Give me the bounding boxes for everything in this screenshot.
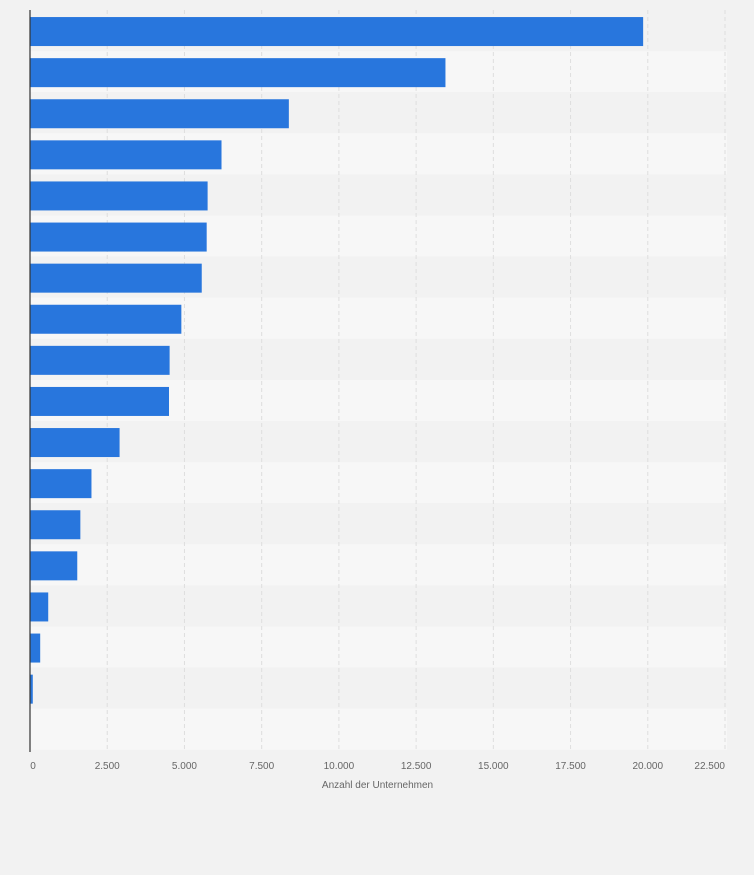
x-tick-label: 2.500 bbox=[95, 761, 120, 772]
bar bbox=[30, 469, 92, 499]
x-tick-label: 20.000 bbox=[632, 761, 663, 772]
bar bbox=[30, 304, 182, 334]
row-band bbox=[30, 462, 727, 504]
bar bbox=[30, 222, 207, 252]
bar bbox=[30, 551, 78, 581]
x-tick-label: 5.000 bbox=[172, 761, 197, 772]
x-tick-label: 15.000 bbox=[478, 761, 509, 772]
bar bbox=[30, 263, 202, 293]
x-tick-label: 10.000 bbox=[324, 761, 355, 772]
x-tick-label: 0 bbox=[30, 761, 36, 772]
x-axis-title: Anzahl der Unternehmen bbox=[322, 780, 433, 791]
bar bbox=[30, 633, 41, 663]
x-tick-label: 7.500 bbox=[249, 761, 274, 772]
row-band bbox=[30, 421, 727, 463]
bar bbox=[30, 58, 446, 88]
bar bbox=[30, 386, 169, 416]
bar bbox=[30, 17, 644, 47]
row-band bbox=[30, 708, 727, 750]
x-tick-label: 17.500 bbox=[555, 761, 586, 772]
x-tick-label: 12.500 bbox=[401, 761, 432, 772]
bar bbox=[30, 140, 222, 170]
bar bbox=[30, 592, 49, 622]
row-band bbox=[30, 544, 727, 586]
bar bbox=[30, 428, 120, 458]
row-band bbox=[30, 503, 727, 545]
bar bbox=[30, 510, 81, 540]
bar bbox=[30, 674, 33, 704]
bar bbox=[30, 181, 208, 211]
row-band bbox=[30, 585, 727, 627]
row-band bbox=[30, 667, 727, 709]
row-band bbox=[30, 626, 727, 668]
x-tick-label: 22.500 bbox=[694, 761, 725, 772]
bar bbox=[30, 345, 170, 375]
bar bbox=[30, 99, 289, 129]
